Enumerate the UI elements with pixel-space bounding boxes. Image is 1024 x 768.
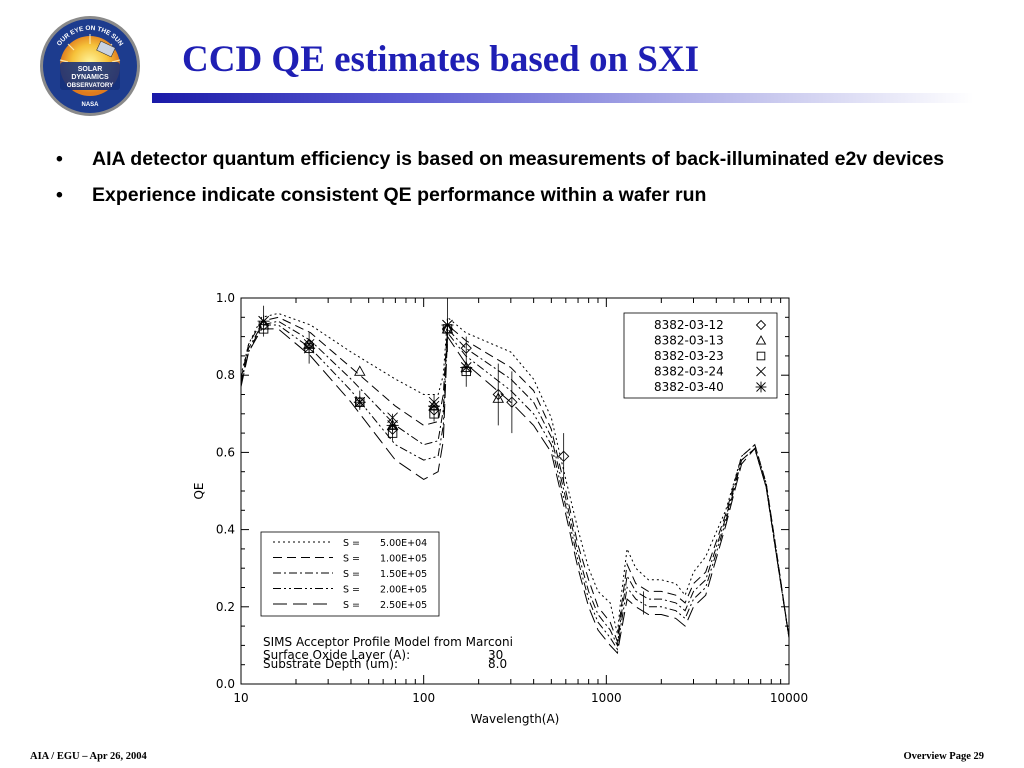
annotation-line3-label: Substrate Depth (um): — [263, 657, 398, 671]
logo-nasa-text: NASA — [81, 102, 99, 108]
marker-legend-label: 8382-03-12 — [654, 318, 724, 332]
triangle-marker — [755, 335, 767, 345]
bullet-dot: • — [56, 184, 63, 206]
model-legend-value: 5.00E+04 — [380, 538, 427, 549]
model-curve — [240, 320, 790, 648]
marker-legend-label: 8382-03-13 — [654, 334, 724, 348]
model-legend-value: 2.00E+05 — [380, 585, 427, 596]
model-curve — [240, 312, 790, 638]
marker-legend-symbol — [755, 319, 767, 331]
y-tick-label: 0.2 — [216, 600, 235, 614]
bullet-text: AIA detector quantum efficiency is based… — [92, 148, 945, 170]
y-tick-label: 0.8 — [216, 368, 235, 382]
data-point — [354, 365, 366, 376]
y-axis-label: QE — [192, 482, 206, 499]
square-marker — [756, 351, 766, 361]
x-axis-label: Wavelength(A) — [471, 712, 560, 726]
x-marker-stroke — [756, 366, 766, 377]
annotation-line2-value: 30 — [488, 648, 503, 662]
model-legend: S = 5.00E+04 S = 1.00E+05 S = 1.50E+05 S = 2.00… — [260, 531, 440, 617]
marker-legend-label: 8382-03-24 — [654, 365, 724, 379]
bullet-list: • AIA detector quantum efficiency is base… — [56, 146, 986, 218]
logo-observatory-text: OBSERVATORY — [67, 82, 114, 89]
x-tick-label: 1000 — [591, 691, 622, 705]
x-tick-label: 100 — [412, 691, 435, 705]
y-tick-label: 1.0 — [216, 291, 235, 305]
marker-legend-symbol — [756, 366, 766, 377]
marker-series-8382-03-24 — [258, 315, 472, 423]
model-legend-value: 2.50E+05 — [380, 600, 427, 611]
logo-dynamics-text: DYNAMICS — [71, 74, 109, 81]
marker-legend-symbol — [755, 381, 767, 393]
marker-legend-label: 8382-03-40 — [654, 380, 724, 394]
y-tick-label: 0.0 — [216, 677, 235, 691]
sdo-logo: SOLAR DYNAMICS OBSERVATORY OUR EYE ON TH… — [40, 16, 140, 116]
logo-solar-text: SOLAR — [78, 66, 103, 73]
y-tick-label: 0.4 — [216, 523, 235, 537]
marker-legend-symbol — [756, 351, 766, 361]
annotation-line1: SIMS Acceptor Profile Model from Marconi — [263, 635, 513, 649]
annotation-line2-label: Surface Oxide Layer (A): — [263, 648, 410, 662]
model-curve — [240, 328, 790, 655]
model-legend-label: S = — [343, 585, 360, 596]
bullet-item: • AIA detector quantum efficiency is base… — [56, 146, 986, 173]
diamond-marker — [755, 319, 767, 331]
model-annotation: SIMS Acceptor Profile Model from Marconi… — [263, 635, 513, 671]
model-curve — [240, 316, 790, 642]
y-tick-label: 0.6 — [216, 445, 235, 459]
marker-legend-label: 8382-03-23 — [654, 349, 724, 363]
triangle-marker — [354, 365, 366, 376]
model-legend-label: S = — [343, 600, 360, 611]
marker-series-8382-03-12 — [257, 319, 570, 462]
marker-legend-symbol — [755, 335, 767, 345]
bullet-dot: • — [56, 148, 63, 170]
qe-chart: 0.0 0.2 0.4 0.6 0.8 1.0 10 100 1000 10000 Wavelen… — [192, 291, 808, 726]
model-legend-label: S = — [343, 538, 360, 549]
model-legend-value: 1.00E+05 — [380, 554, 427, 565]
footer-right: Overview Page 29 — [903, 751, 984, 762]
model-legend-label: S = — [343, 569, 360, 580]
footer-left: AIA / EGU – Apr 26, 2004 — [30, 751, 147, 762]
title-underline — [152, 93, 974, 103]
model-legend-value: 1.50E+05 — [380, 569, 427, 580]
model-legend-label: S = — [343, 554, 360, 565]
slide-title: CCD QE estimates based on SXI — [182, 39, 700, 80]
x-tick-label: 10000 — [770, 691, 808, 705]
x-tick-label: 10 — [233, 691, 248, 705]
bullet-text: Experience indicate consistent QE perfor… — [92, 184, 707, 206]
bullet-item: • Experience indicate consistent QE perfo… — [56, 182, 986, 209]
annotation-line3-value: 8.0 — [488, 657, 507, 671]
